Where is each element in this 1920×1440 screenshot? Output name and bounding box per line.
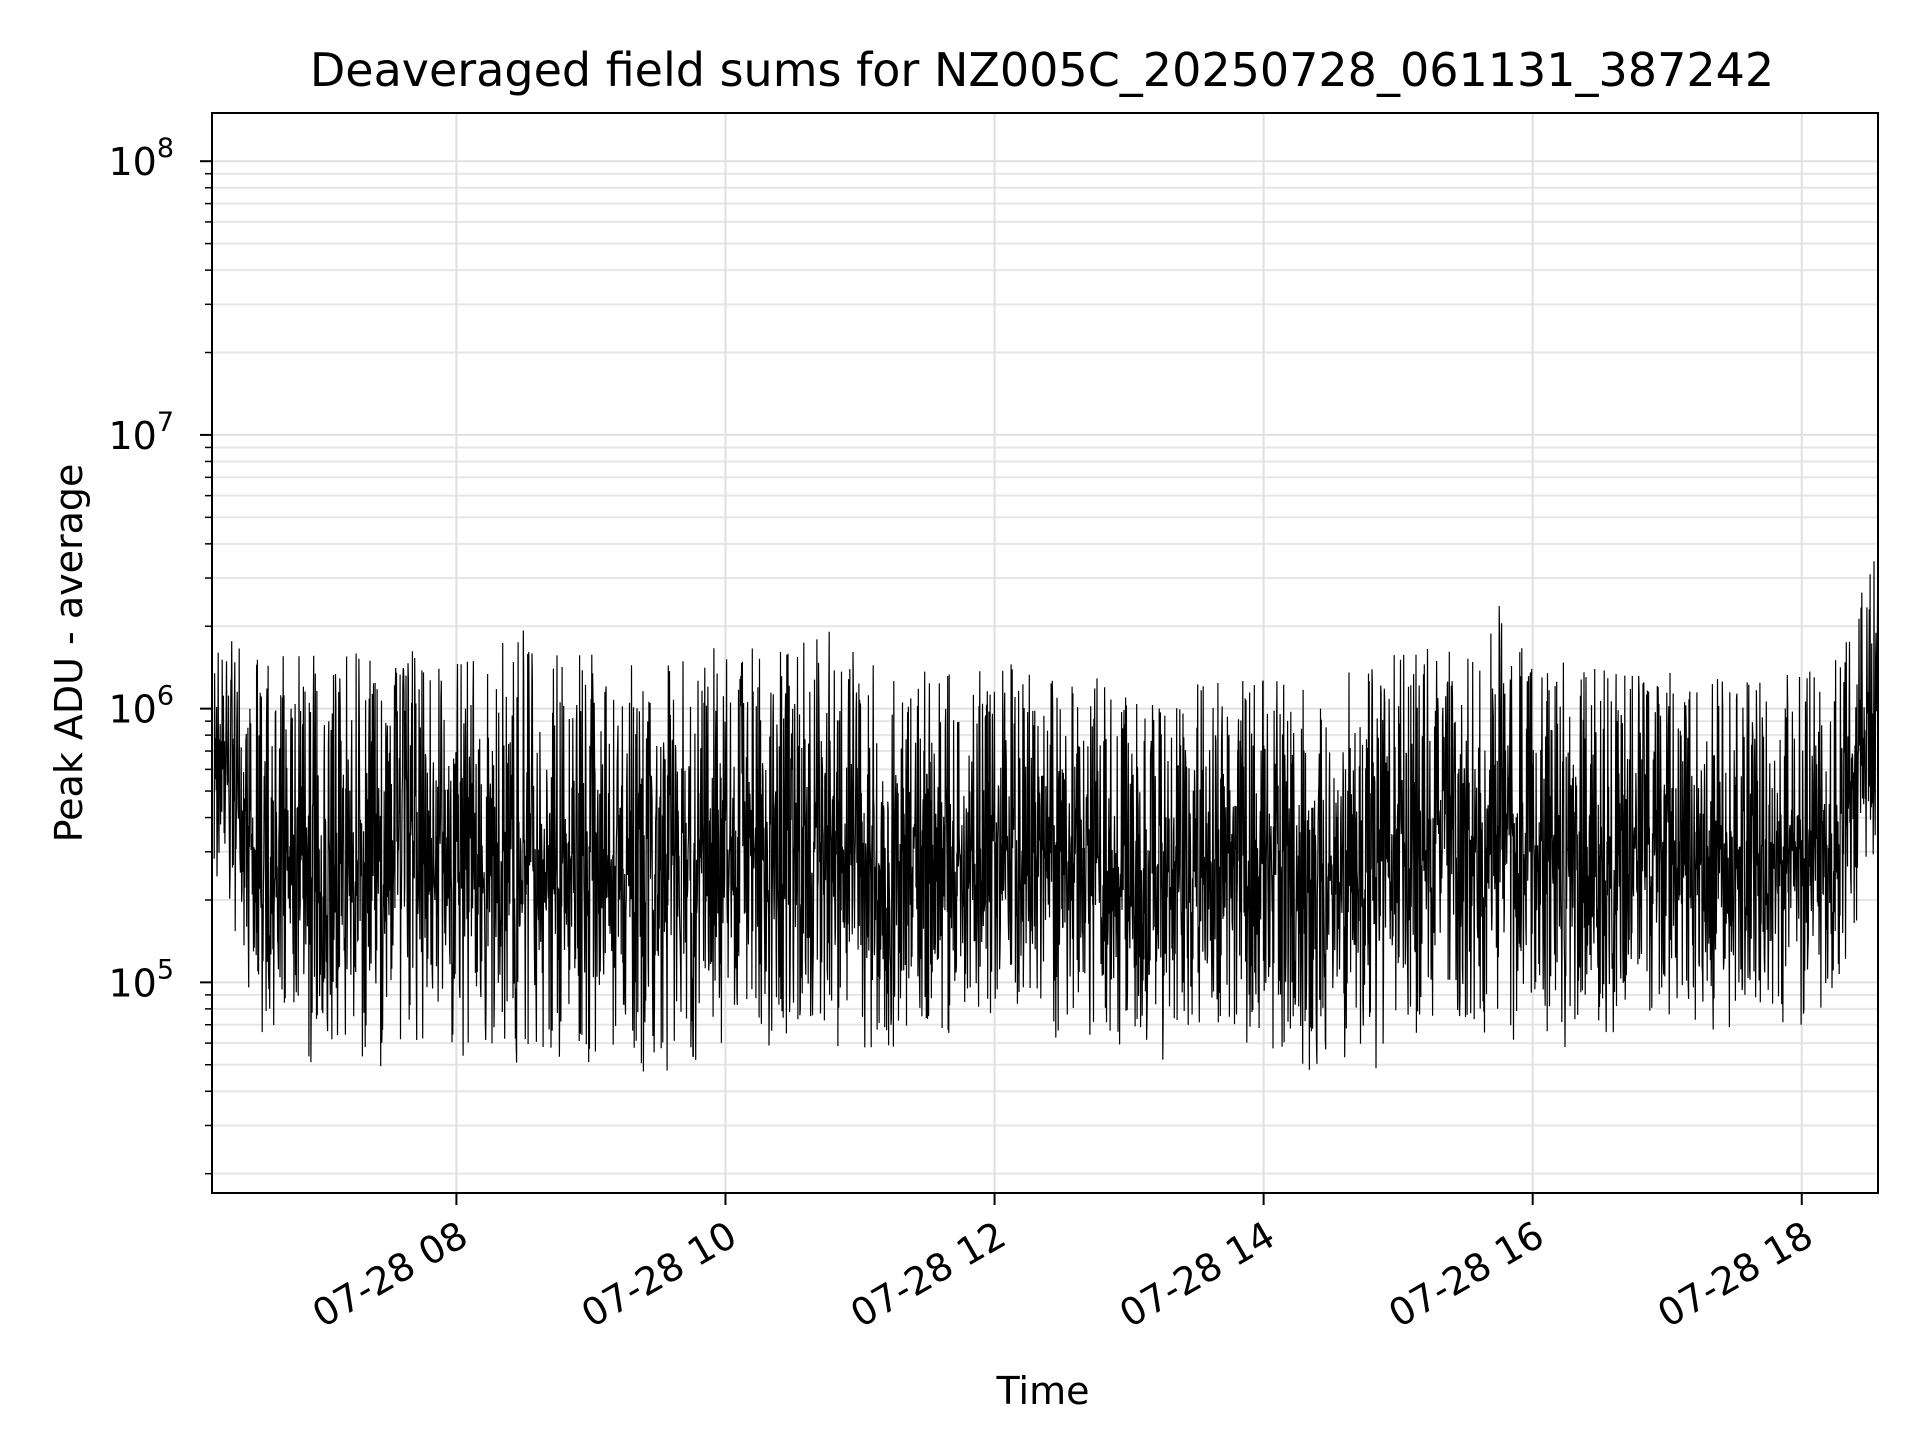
grid-major	[212, 113, 1878, 1193]
chart-title: Deaveraged field sums for NZ005C_2025072…	[310, 43, 1774, 97]
x-axis-label: Time	[996, 1369, 1090, 1413]
y-tick-label: 106	[108, 681, 174, 732]
data-layer	[213, 561, 1879, 1072]
y-tick-label: 108	[108, 133, 174, 184]
plot-area	[211, 112, 1879, 1194]
y-axis-label: Peak ADU - average	[47, 464, 91, 843]
plot-background	[212, 113, 1878, 1193]
y-axis: 105 106 107 108	[108, 133, 212, 1175]
series-line	[213, 561, 1879, 1072]
plot-frame	[211, 112, 1879, 1194]
y-tick-label: 107	[108, 407, 174, 458]
y-tick-label: 105	[108, 954, 174, 1005]
